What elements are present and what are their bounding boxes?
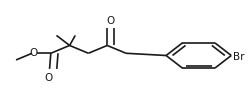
Text: O: O (29, 48, 37, 58)
Text: O: O (44, 72, 52, 82)
Text: Br: Br (233, 52, 244, 61)
Text: O: O (107, 16, 115, 26)
